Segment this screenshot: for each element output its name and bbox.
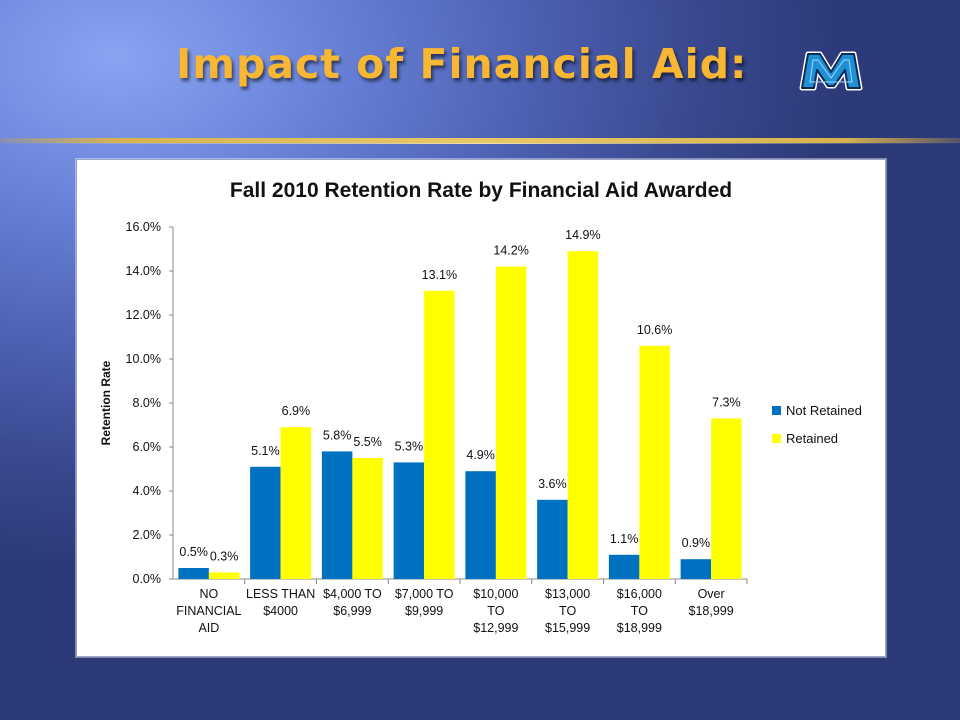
bar-retained (711, 418, 742, 579)
data-label: 5.3% (395, 439, 424, 453)
bar-retained (495, 266, 527, 579)
m-logo-icon (799, 51, 863, 91)
bar-retained (567, 251, 599, 579)
x-category-label-line: Over (698, 587, 725, 601)
x-category-label-line: $4000 (263, 604, 298, 618)
data-label: 5.5% (353, 435, 382, 449)
y-tick-label: 6.0% (133, 440, 162, 454)
x-category-label-line: TO (631, 604, 648, 618)
data-label: 0.5% (179, 545, 208, 559)
data-label: 3.6% (538, 477, 567, 491)
x-category-label-line: NO (200, 587, 219, 601)
gold-divider (0, 138, 960, 144)
x-category-label-line: $13,000 (545, 587, 590, 601)
data-label: 14.9% (565, 228, 600, 242)
data-label: 13.1% (422, 268, 457, 282)
bar-retained (280, 427, 312, 579)
bar-not-retained (178, 568, 209, 579)
y-tick-label: 16.0% (126, 220, 161, 234)
x-category-label-line: $18,999 (617, 621, 662, 635)
x-category-label-line: $7,000 TO (395, 587, 454, 601)
bar-retained (639, 345, 670, 579)
x-category-label: Over $18,999 (689, 587, 734, 618)
y-tick-label: 0.0% (133, 572, 162, 586)
x-category-label-line: LESS THAN (246, 587, 315, 601)
bar-not-retained (680, 559, 712, 579)
x-category-label-line: $10,000 (473, 587, 518, 601)
retention-chart: Fall 2010 Retention Rate by Financial Ai… (99, 179, 862, 635)
x-category-label: NO FINANCIAL AID (176, 587, 241, 635)
y-tick-label: 14.0% (126, 264, 161, 278)
x-category-label-line: $12,999 (473, 621, 518, 635)
legend-label: Retained (786, 431, 838, 446)
x-category-label: LESS THAN $4000 (246, 587, 315, 618)
x-category-label-line: $18,999 (689, 604, 734, 618)
bar-not-retained (608, 554, 640, 579)
bar-not-retained (250, 466, 281, 579)
bar-not-retained (537, 499, 568, 579)
y-axis-title: Retention Rate (99, 360, 113, 445)
y-tick-label: 8.0% (133, 396, 162, 410)
x-category-label-line: FINANCIAL (176, 604, 241, 618)
bar-retained (352, 458, 383, 579)
data-label: 1.1% (610, 532, 639, 546)
bar-not-retained (393, 462, 425, 579)
x-category-label-line: $16,000 (617, 587, 662, 601)
data-label: 7.3% (712, 395, 741, 409)
y-tick-label: 10.0% (126, 352, 161, 366)
y-tick-label: 12.0% (126, 308, 161, 322)
data-label: 5.1% (251, 444, 280, 458)
bar-not-retained (321, 451, 353, 579)
bar-not-retained (465, 471, 496, 579)
legend-swatch (772, 406, 781, 415)
x-category-label: $10,000 TO $12,999 (473, 587, 518, 635)
data-label: 14.2% (493, 244, 528, 258)
data-label: 0.3% (210, 549, 239, 563)
x-category-label-line: $9,999 (405, 604, 443, 618)
data-label: 6.9% (282, 404, 311, 418)
bar-retained (208, 572, 240, 579)
x-category-label-line: $4,000 TO (323, 587, 382, 601)
x-category-label-line: AID (198, 621, 219, 635)
x-category-label: $7,000 TO $9,999 (395, 587, 454, 618)
chart-title: Fall 2010 Retention Rate by Financial Ai… (230, 179, 732, 202)
slide-title: Impact of Financial Aid: (176, 40, 748, 88)
y-tick-label: 2.0% (133, 528, 162, 542)
x-category-label-line: $15,999 (545, 621, 590, 635)
data-label: 4.9% (466, 448, 495, 462)
legend-swatch (772, 434, 781, 443)
bar-retained (424, 290, 455, 579)
x-category-label: $16,000 TO $18,999 (617, 587, 662, 635)
y-tick-label: 4.0% (133, 484, 162, 498)
x-category-label: $13,000 TO $15,999 (545, 587, 590, 635)
data-label: 5.8% (323, 428, 352, 442)
x-category-label-line: TO (487, 604, 504, 618)
x-category-label: $4,000 TO $6,999 (323, 587, 382, 618)
legend-label: Not Retained (786, 403, 862, 418)
x-category-label-line: TO (559, 604, 576, 618)
x-category-label-line: $6,999 (333, 604, 371, 618)
data-label: 10.6% (637, 323, 672, 337)
data-label: 0.9% (682, 536, 711, 550)
chart-panel: Fall 2010 Retention Rate by Financial Ai… (76, 159, 886, 657)
